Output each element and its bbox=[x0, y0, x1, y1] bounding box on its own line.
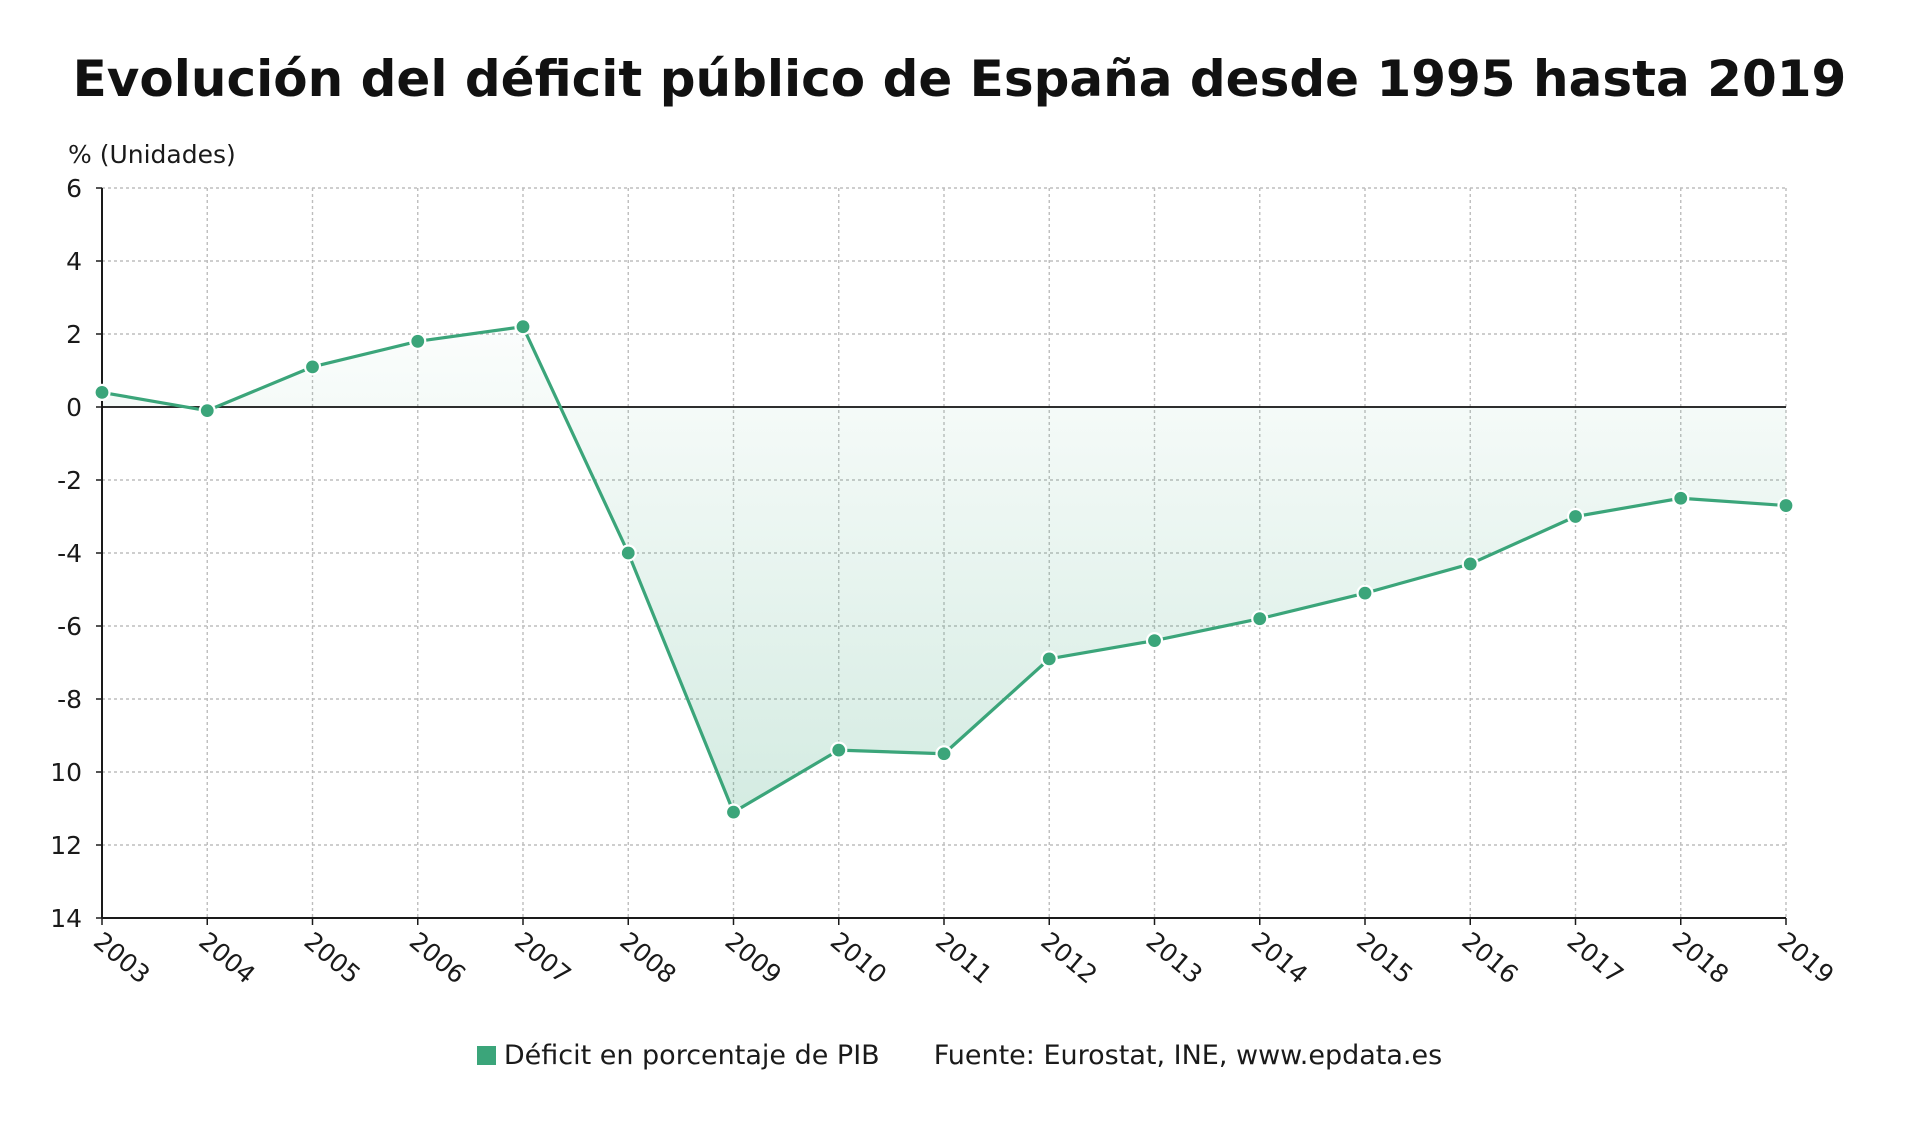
data-point[interactable] bbox=[198, 402, 216, 420]
x-tick-label: 2008 bbox=[614, 926, 681, 989]
data-point[interactable] bbox=[724, 803, 743, 821]
y-tick-label: 10 bbox=[50, 758, 82, 787]
area-layer bbox=[102, 326, 1786, 813]
x-tick-label: 2005 bbox=[299, 926, 366, 989]
x-tick-label: 2018 bbox=[1667, 926, 1734, 989]
x-tick-label: 2009 bbox=[720, 926, 787, 989]
y-tick-label: 12 bbox=[50, 831, 82, 860]
data-point[interactable] bbox=[1040, 650, 1058, 668]
y-tick-label: -2 bbox=[57, 466, 82, 495]
legend: Déficit en porcentaje de PIB Fuente: Euro… bbox=[0, 1040, 1919, 1071]
x-tick-label: 2006 bbox=[404, 926, 471, 989]
y-tick-label: 6 bbox=[66, 174, 82, 203]
x-tick-label: 2003 bbox=[88, 926, 155, 989]
data-point[interactable] bbox=[935, 745, 953, 763]
data-point[interactable] bbox=[303, 358, 322, 376]
data-point[interactable] bbox=[1777, 496, 1795, 515]
series-area bbox=[102, 326, 1786, 813]
y-tick-label: 4 bbox=[66, 247, 82, 276]
chart-title: Evolución del déficit público de España … bbox=[72, 50, 1847, 108]
x-tick-label: 2012 bbox=[1035, 926, 1102, 989]
x-tick-label: 2007 bbox=[509, 926, 576, 989]
x-tick-label: 2014 bbox=[1246, 926, 1313, 989]
x-tick-label: 2016 bbox=[1456, 926, 1523, 989]
data-point[interactable] bbox=[830, 741, 848, 759]
points-layer bbox=[93, 318, 1795, 821]
x-tick-label: 2015 bbox=[1351, 926, 1418, 989]
y-tick-label: -4 bbox=[57, 539, 82, 568]
x-tick-label: 2004 bbox=[193, 926, 260, 989]
data-point[interactable] bbox=[93, 383, 111, 401]
x-tick-label: 2019 bbox=[1772, 926, 1839, 989]
y-tick-label: 14 bbox=[50, 904, 82, 933]
data-point[interactable] bbox=[409, 332, 427, 350]
x-tick-label: 2017 bbox=[1562, 926, 1629, 989]
y-axis-label: % (Unidades) bbox=[68, 140, 236, 169]
legend-label: Déficit en porcentaje de PIB bbox=[503, 1040, 880, 1071]
data-point[interactable] bbox=[1251, 610, 1269, 628]
x-tick-label: 2011 bbox=[930, 926, 997, 989]
source-note: Fuente: Eurostat, INE, www.epdata.es bbox=[933, 1040, 1443, 1071]
y-tick-label: -6 bbox=[57, 612, 82, 641]
data-point[interactable] bbox=[1672, 489, 1690, 507]
data-point[interactable] bbox=[514, 318, 532, 336]
y-tick-label: 2 bbox=[66, 320, 82, 349]
x-tick-label: 2010 bbox=[825, 926, 892, 989]
data-point[interactable] bbox=[619, 544, 637, 562]
y-tick-label: -8 bbox=[57, 685, 82, 714]
data-point[interactable] bbox=[1566, 507, 1585, 526]
data-point[interactable] bbox=[1356, 584, 1374, 602]
data-point[interactable] bbox=[1461, 555, 1479, 573]
x-tick-label: 2013 bbox=[1141, 926, 1208, 989]
data-point[interactable] bbox=[1145, 631, 1164, 650]
legend-swatch bbox=[476, 1046, 496, 1065]
y-tick-label: 0 bbox=[66, 393, 82, 422]
axes-layer bbox=[96, 187, 1787, 925]
